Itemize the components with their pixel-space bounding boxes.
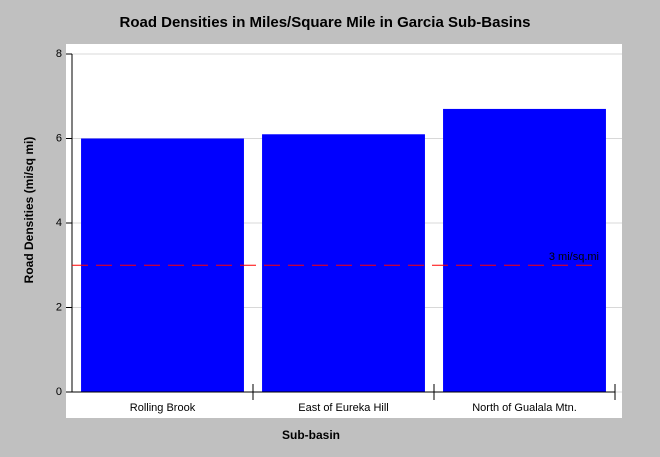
y-tick-label: 2 [56,301,62,313]
x-tick-label: East of Eureka Hill [298,402,388,414]
reference-label: 3 mi/sq.mi [549,251,599,263]
y-tick-label: 6 [56,132,62,144]
bar [262,134,425,392]
x-axis-title: Sub-basin [282,428,340,442]
x-tick-label: North of Gualala Mtn. [472,402,577,414]
chart-title: Road Densities in Miles/Square Mile in G… [120,14,531,31]
y-axis-title: Road Densities (mi/sq mi) [22,137,36,284]
x-tick-label: Rolling Brook [130,402,196,414]
y-tick-label: 4 [56,217,62,229]
y-tick-label: 8 [56,48,62,60]
bar [443,108,606,393]
y-tick-label: 0 [56,386,62,398]
